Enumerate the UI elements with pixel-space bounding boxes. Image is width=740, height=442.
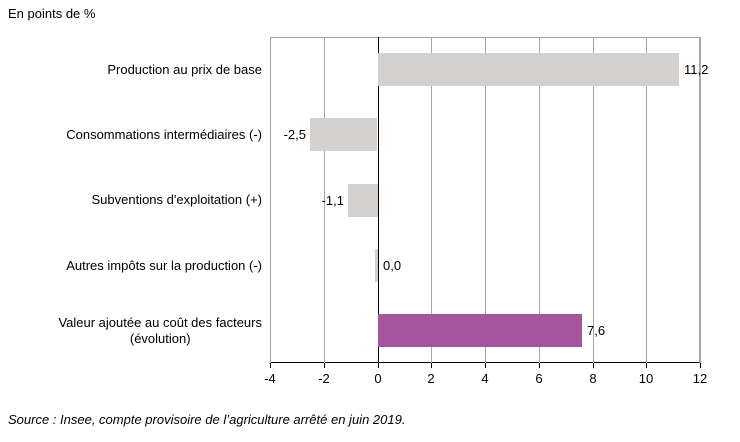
data-bar [378, 314, 582, 347]
data-bar [378, 53, 679, 86]
data-bar [310, 118, 377, 151]
x-axis-tick-label: 8 [589, 371, 597, 386]
bar-value-label: -1,1 [321, 193, 344, 208]
x-axis-tick [700, 363, 701, 368]
data-bar [375, 249, 378, 282]
x-axis-tick-label: -2 [318, 371, 330, 386]
data-bar [348, 184, 378, 217]
x-axis-tick [270, 363, 271, 368]
x-axis-tick [378, 363, 379, 368]
chart-title: En points de % [8, 6, 96, 21]
source-note: Source : Insee, compte provisoire de l’a… [8, 412, 406, 427]
gridline [646, 37, 647, 363]
category-label-text: Production au prix de base [107, 61, 262, 77]
x-axis-tick-label: 2 [427, 371, 435, 386]
category-label: Valeur ajoutée au coût des facteurs (évol… [0, 298, 262, 363]
bar-value-label: 0,0 [383, 258, 402, 273]
gridline [593, 37, 594, 363]
gridline [700, 37, 701, 363]
category-label-text: Consommations intermédiaires (-) [66, 126, 262, 142]
category-label-text: Subventions d'exploitation (+) [91, 191, 262, 207]
bar-value-label: 7,6 [587, 323, 606, 338]
x-axis-tick-label: 10 [638, 371, 654, 386]
category-label: Subventions d'exploitation (+) [0, 167, 262, 232]
x-axis-tick-label: 4 [481, 371, 489, 386]
x-axis-tick-label: 6 [535, 371, 543, 386]
bar-value-label: -2,5 [283, 127, 306, 142]
x-axis-tick [431, 363, 432, 368]
gridline [485, 37, 486, 363]
x-axis-tick-label: 0 [374, 371, 382, 386]
x-axis-tick [485, 363, 486, 368]
bar-value-label: 11,2 [684, 62, 709, 77]
x-axis-tick-label: -4 [264, 371, 276, 386]
gridline [539, 37, 540, 363]
category-label: Consommations intermédiaires (-) [0, 102, 262, 167]
category-label-text: Autres impôts sur la production (-) [66, 257, 262, 273]
gridline [324, 37, 325, 363]
x-axis-tick [324, 363, 325, 368]
category-label: Production au prix de base [0, 37, 262, 102]
category-label: Autres impôts sur la production (-) [0, 233, 262, 298]
x-axis-tick [593, 363, 594, 368]
x-axis-tick [539, 363, 540, 368]
category-label-text: Valeur ajoutée au coût des facteurs (évol… [58, 314, 262, 346]
zero-axis-line [378, 37, 379, 368]
gridline [270, 37, 271, 363]
x-axis-tick-label: 12 [692, 371, 708, 386]
gridline [431, 37, 432, 363]
x-axis-tick [646, 363, 647, 368]
